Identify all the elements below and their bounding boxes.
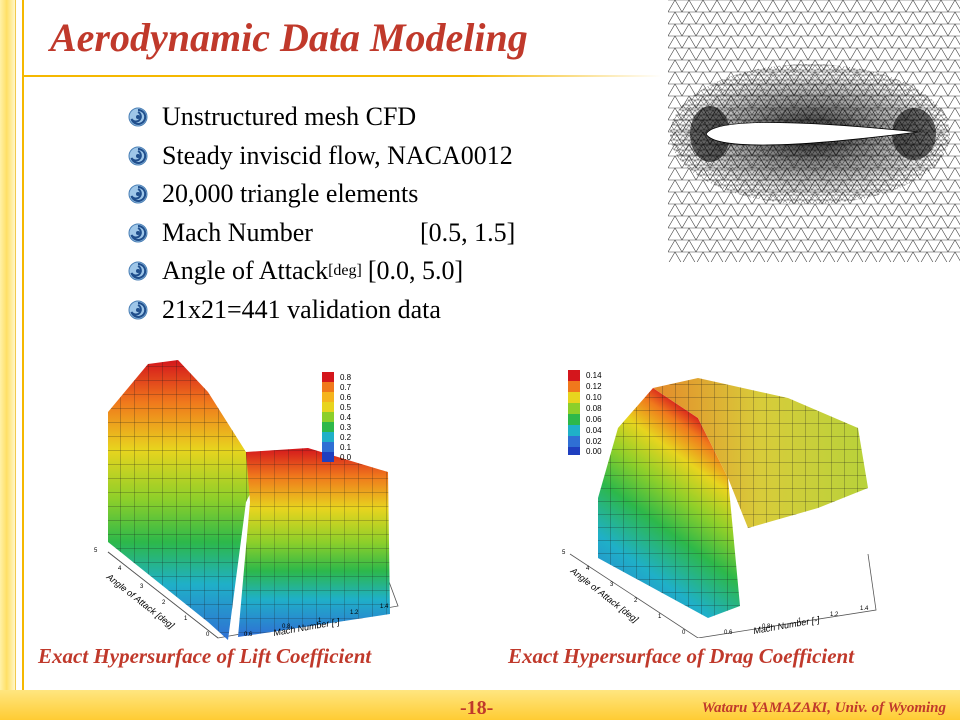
drag-colorbar-label: 0.02 xyxy=(586,437,602,446)
footer-bar xyxy=(0,690,960,720)
lift-ytick: 0 xyxy=(206,632,210,638)
bullet-item: Steady inviscid flow, NACA0012 xyxy=(128,137,515,176)
lift-ytick: 2 xyxy=(162,600,166,606)
drag-ytick: 5 xyxy=(562,550,566,556)
swirl-bullet-icon xyxy=(128,261,148,281)
lift-colorbar-label: 0.2 xyxy=(340,433,352,442)
drag-colorbar-label: 0.10 xyxy=(586,393,602,402)
swirl-bullet-icon xyxy=(128,184,148,204)
lift-colorbar-label: 0.3 xyxy=(340,423,352,432)
drag-xtick: 1 xyxy=(798,618,802,624)
swirl-bullet-icon xyxy=(128,300,148,320)
lift-surface-plot: 0.8 0.7 0.6 0.5 0.4 0.3 0.2 0.1 0.0 Angl… xyxy=(94,360,399,640)
bullet-label: Angle of Attack xyxy=(162,256,329,286)
drag-colorbar-label: 0.00 xyxy=(586,447,602,456)
drag-xtick: 0.8 xyxy=(762,624,771,630)
drag-colorbar-label: 0.14 xyxy=(586,371,602,380)
bullet-item: 20,000 triangle elements xyxy=(128,175,515,214)
bullet-item: 21x21=441 validation data xyxy=(128,291,515,330)
lift-colorbar xyxy=(322,372,334,462)
swirl-bullet-icon xyxy=(128,223,148,243)
bullet-item: Unstructured mesh CFD xyxy=(128,98,515,137)
drag-colorbar-label: 0.04 xyxy=(586,426,602,435)
drag-ytick: 3 xyxy=(610,582,614,588)
lift-colorbar-label: 0.0 xyxy=(340,453,352,462)
bullet-subscript: [deg] xyxy=(328,262,362,280)
drag-caption: Exact Hypersurface of Drag Coefficient xyxy=(508,644,855,668)
lift-xtick: 1.4 xyxy=(380,604,389,610)
drag-ytick: 2 xyxy=(634,598,638,604)
title-underline xyxy=(22,75,662,77)
lift-xtick: 1 xyxy=(318,618,322,624)
lift-caption: Exact Hypersurface of Lift Coefficient xyxy=(38,644,372,668)
bullet-text: Unstructured mesh CFD xyxy=(162,102,417,132)
lift-xtick: 0.8 xyxy=(282,624,291,630)
lift-ytick: 1 xyxy=(184,616,188,622)
drag-surface-plot: 0.14 0.12 0.10 0.08 0.06 0.04 0.02 0.00 … xyxy=(562,370,877,638)
swirl-bullet-icon xyxy=(128,146,148,166)
bullet-list: Unstructured mesh CFD Steady inviscid fl… xyxy=(128,98,515,329)
airfoil-shape xyxy=(705,122,919,146)
left-decor-line xyxy=(22,0,24,690)
lift-ytick: 4 xyxy=(118,566,122,572)
drag-ytick: 4 xyxy=(586,566,590,572)
left-decor-bar xyxy=(0,0,16,690)
swirl-bullet-icon xyxy=(128,107,148,127)
drag-ytick: 1 xyxy=(658,614,662,620)
lift-colorbar-label: 0.6 xyxy=(340,393,352,402)
bullet-item: Mach Number [0.5, 1.5] xyxy=(128,214,515,253)
lift-xtick: 1.2 xyxy=(350,610,359,616)
bullet-range: [0.5, 1.5] xyxy=(420,217,516,247)
bullet-text: Steady inviscid flow, NACA0012 xyxy=(162,140,513,170)
bullet-range: [0.0, 5.0] xyxy=(367,256,464,286)
lift-colorbar-label: 0.8 xyxy=(340,373,352,382)
bullet-text: 21x21=441 validation data xyxy=(162,294,441,324)
drag-colorbar-label: 0.08 xyxy=(586,404,602,413)
bullet-label: Mach Number xyxy=(162,217,313,247)
drag-ytick: 0 xyxy=(682,630,686,636)
drag-colorbar-label: 0.12 xyxy=(586,382,602,391)
drag-xtick: 1.4 xyxy=(860,606,869,612)
lift-colorbar-label: 0.7 xyxy=(340,383,352,392)
bullet-text: 20,000 triangle elements xyxy=(162,179,419,209)
drag-colorbar-label: 0.06 xyxy=(586,415,602,424)
lift-ytick: 3 xyxy=(140,584,144,590)
drag-colorbar xyxy=(568,370,580,455)
airfoil-mesh-image xyxy=(668,0,960,262)
lift-colorbar-label: 0.5 xyxy=(340,403,352,412)
slide-title: Aerodynamic Data Modeling xyxy=(50,15,528,60)
bullet-item: Angle of Attack [deg] [0.0, 5.0] xyxy=(128,252,515,291)
drag-xtick: 1.2 xyxy=(830,612,839,618)
drag-xtick: 0.6 xyxy=(724,630,733,636)
lift-ytick: 5 xyxy=(94,548,98,554)
lift-colorbar-label: 0.4 xyxy=(340,413,352,422)
lift-xtick: 0.6 xyxy=(244,632,253,638)
page-number: -18- xyxy=(460,697,494,719)
lift-colorbar-label: 0.1 xyxy=(340,443,352,452)
author-credit: Wataru YAMAZAKI, Univ. of Wyoming xyxy=(701,700,946,716)
